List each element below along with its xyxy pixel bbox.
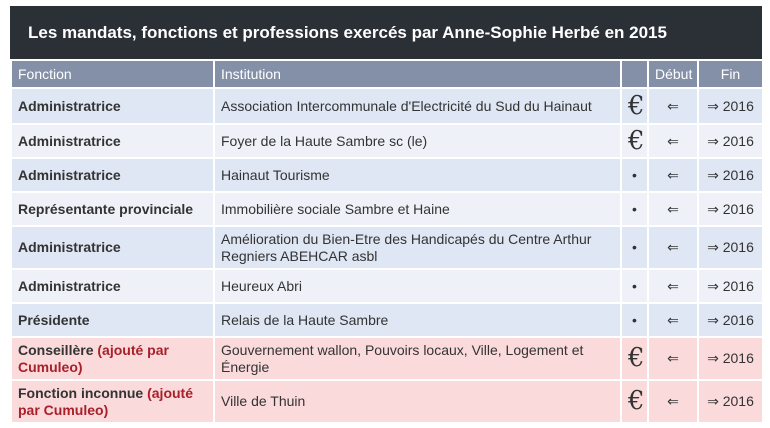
table-row: Représentante provinciale Immobilière so… [10,191,764,227]
fin-cell: ⇒ 2016 [697,123,764,159]
fonction-cell: Conseillère (ajouté par Cumuleo) [10,336,215,381]
fonction-label: Administratrice [18,97,121,114]
fin-cell: ⇒ 2016 [697,191,764,227]
bullet-icon: • [620,191,649,227]
panel-title: Les mandats, fonctions et professions ex… [10,6,762,59]
institution-cell: Amélioration du Bien-Etre des Handicapés… [213,225,622,270]
fonction-label: Présidente [18,311,90,328]
debut-cell: ⇐ [647,379,699,424]
fonction-label: Administratrice [18,239,121,255]
header-institution: Institution [213,59,622,89]
fin-cell: ⇒ 2016 [697,336,764,381]
fin-cell: ⇒ 2016 [697,302,764,338]
debut-cell: ⇐ [647,191,699,227]
fonction-label: Administratrice [18,166,121,183]
fonction-cell: Fonction inconnue (ajouté par Cumuleo) [10,379,215,424]
institution-cell: Gouvernement wallon, Pouvoirs locaux, Vi… [213,336,622,381]
institution-cell: Immobilière sociale Sambre et Haine [213,191,622,227]
table-row: Administratrice Amélioration du Bien-Etr… [10,225,764,270]
institution-cell: Foyer de la Haute Sambre sc (le) [213,123,622,159]
debut-cell: ⇐ [647,87,699,125]
header-row: Fonction Institution Début Fin [10,59,764,89]
euro-icon: € [620,336,649,381]
institution-cell: Hainaut Tourisme [213,157,622,193]
fonction-label: Administratrice [18,277,121,294]
fonction-cell: Administratrice [10,225,215,270]
debut-cell: ⇐ [647,268,699,304]
added-note: (ajouté par Cumuleo) [18,341,169,375]
header-fonction: Fonction [10,59,215,89]
fonction-label: Administratrice [18,132,121,149]
fin-cell: ⇒ 2016 [697,225,764,270]
fin-cell: ⇒ 2016 [697,268,764,304]
institution-cell: Relais de la Haute Sambre [213,302,622,338]
fin-cell: ⇒ 2016 [697,379,764,424]
institution-cell: Heureux Abri [213,268,622,304]
euro-icon: € [620,123,649,159]
institution-cell: Association Intercommunale d'Electricité… [213,87,622,125]
euro-icon: € [620,379,649,424]
fonction-cell: Administratrice [10,123,215,159]
fin-cell: ⇒ 2016 [697,157,764,193]
fonction-cell: Administratrice [10,157,215,193]
debut-cell: ⇐ [647,225,699,270]
debut-cell: ⇐ [647,336,699,381]
table-row: Administratrice Hainaut Tourisme • ⇐ ⇒ 2… [10,157,764,193]
table-row: Administratrice Foyer de la Haute Sambre… [10,123,764,159]
fonction-cell: Présidente [10,302,215,338]
bullet-icon: • [620,268,649,304]
fonction-label: Représentante provinciale [18,200,194,217]
table-row: Administratrice Association Intercommuna… [10,87,764,125]
euro-icon: € [620,87,649,125]
fin-cell: ⇒ 2016 [697,87,764,125]
mandates-table: Fonction Institution Début Fin Administr… [10,59,764,424]
bullet-icon: • [620,302,649,338]
debut-cell: ⇐ [647,302,699,338]
header-debut: Début [647,59,699,89]
table-row: Administratrice Heureux Abri • ⇐ ⇒ 2016 [10,268,764,304]
table-row: Conseillère (ajouté par Cumuleo) Gouvern… [10,336,764,381]
header-fin: Fin [697,59,764,89]
debut-cell: ⇐ [647,157,699,193]
fonction-cell: Administratrice [10,87,215,125]
added-note: (ajouté par Cumuleo) [18,384,193,418]
debut-cell: ⇐ [647,123,699,159]
mandates-panel: Les mandats, fonctions et professions ex… [10,6,764,424]
institution-cell: Ville de Thuin [213,379,622,424]
fonction-cell: Administratrice [10,268,215,304]
fonction-cell: Représentante provinciale [10,191,215,227]
bullet-icon: • [620,225,649,270]
bullet-icon: • [620,157,649,193]
table-row: Présidente Relais de la Haute Sambre • ⇐… [10,302,764,338]
fonction-label: Fonction inconnue [18,384,144,401]
table-row: Fonction inconnue (ajouté par Cumuleo) V… [10,379,764,424]
header-icon [620,59,649,89]
fonction-label: Conseillère [18,341,94,358]
